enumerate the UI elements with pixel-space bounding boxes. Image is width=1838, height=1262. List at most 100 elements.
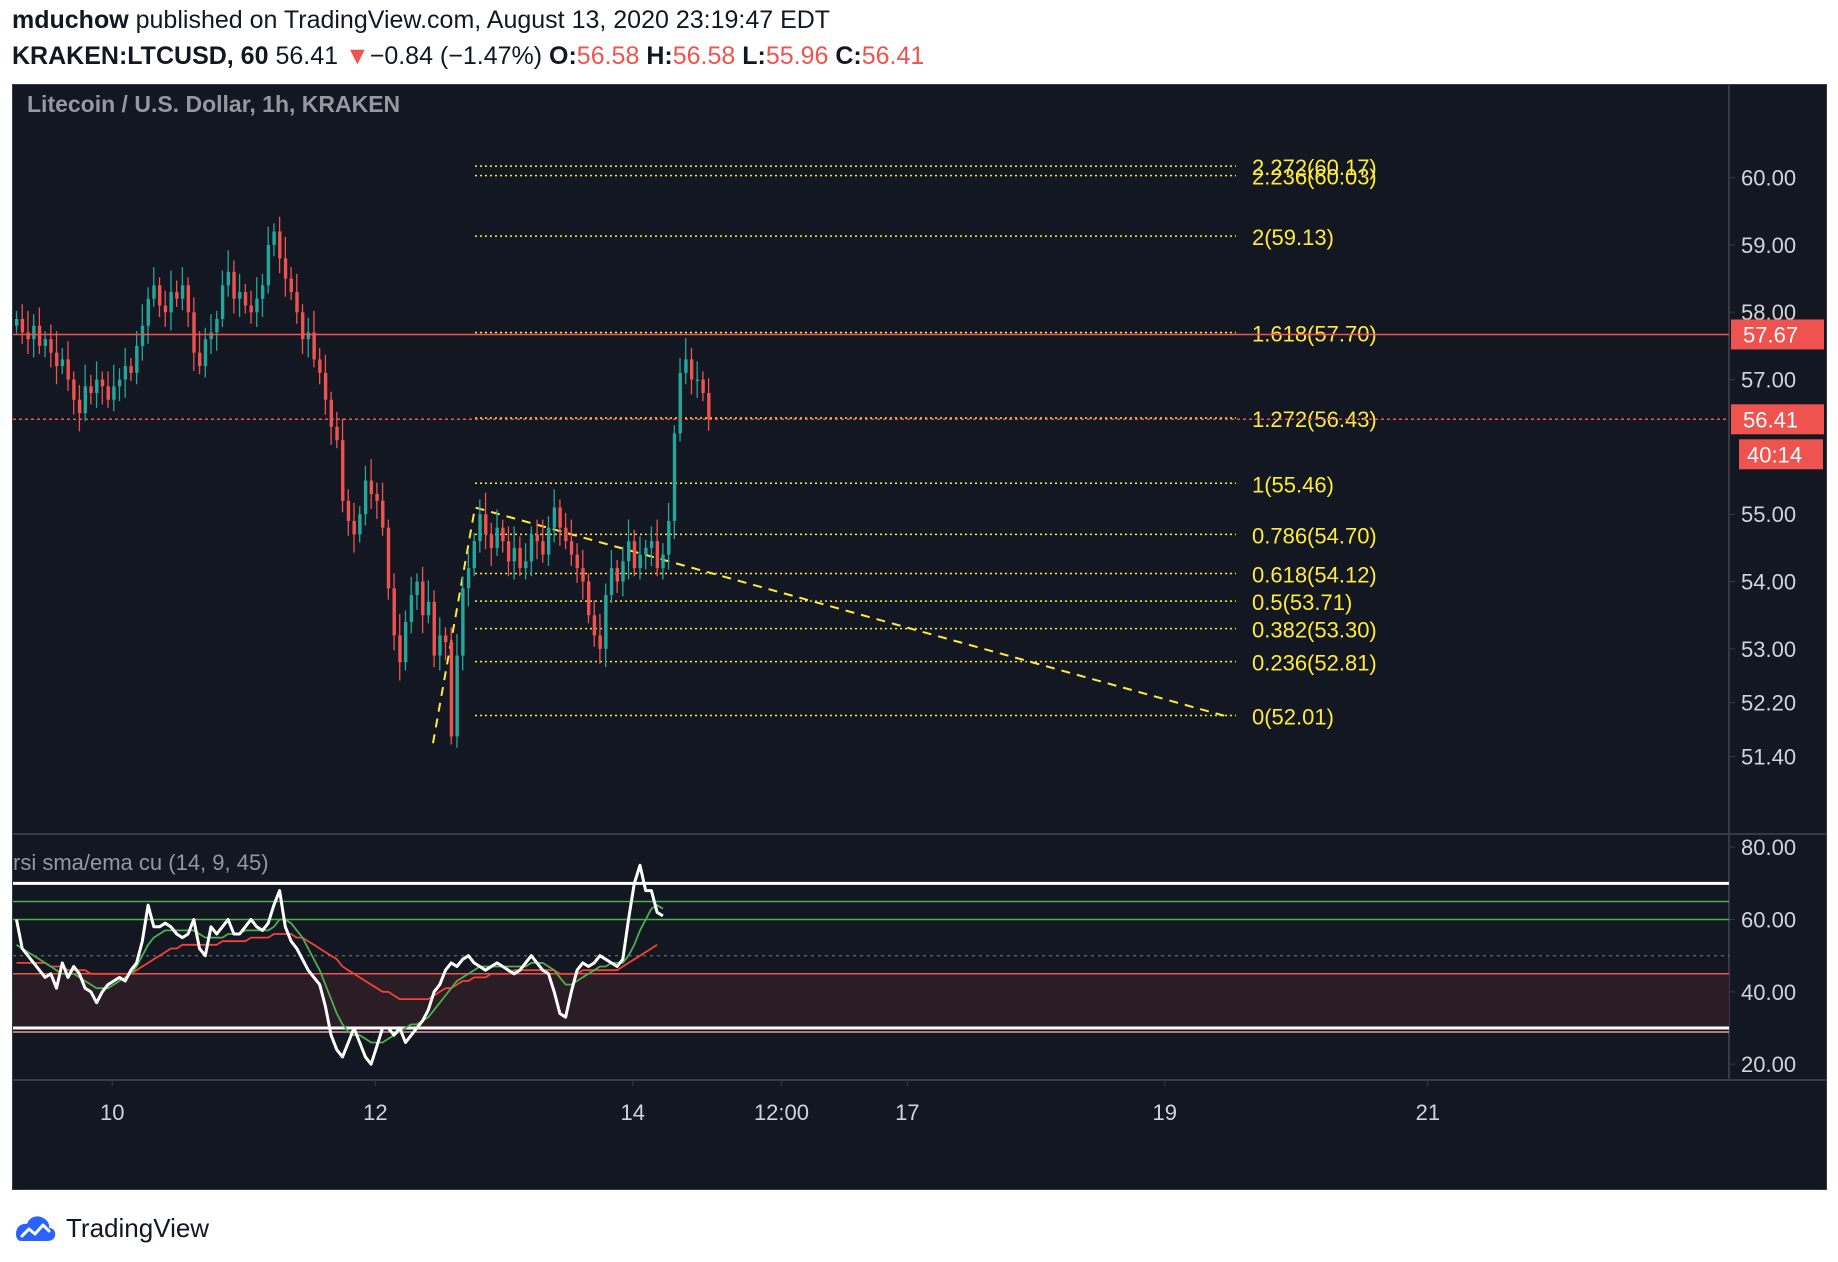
candle-body [341,440,345,501]
rsi-series-rsi [15,863,664,1066]
candle-body [66,359,70,380]
candle-body [615,568,619,582]
candle-body [649,541,654,548]
candle-body [558,507,562,528]
candle-body [701,379,705,394]
candle-body [232,271,236,299]
candle-body [564,527,568,542]
candle-body [455,655,459,737]
candle-body [346,500,351,521]
fib-trend-path [432,506,1227,744]
candle-body [95,379,99,394]
candle-body [209,332,213,340]
price-label-box [1731,404,1824,435]
author-name[interactable]: mduchow [12,6,129,34]
candle-body [592,615,597,636]
last-price: 56.41 [275,42,339,70]
candle-body [478,514,482,542]
fib-level-label: 1(55.46) [1252,472,1334,497]
fib-level-label: 0.382(53.30) [1252,618,1377,643]
down-arrow-icon: ▼ [344,42,370,70]
candle-body [386,527,391,589]
candle-body [363,480,368,515]
candle-body [306,332,311,340]
candle-body [524,561,528,569]
candle-body [627,541,631,562]
candle-body [684,359,688,373]
candle-body [295,292,299,313]
countdown-text: 40:14 [1747,442,1802,467]
candle-body [426,601,431,616]
low-value: 55.96 [765,42,829,70]
rsi-tick-label: 40.00 [1741,980,1796,1005]
candle-body [495,527,499,548]
candle-body [106,386,110,400]
close-value: 56.41 [861,42,925,70]
candle-body [43,339,47,346]
high-value: 56.58 [672,42,736,70]
candle-body [421,581,425,616]
candle-body [415,581,419,596]
publish-info: mduchow published on TradingView.com, Au… [12,6,830,35]
price-tick-label: 51.40 [1741,745,1796,770]
candle-body [100,379,105,387]
candle-body [215,318,219,333]
candle-body [484,514,488,535]
main-pane-title: Litecoin / U.S. Dollar, 1h, KRAKEN [27,91,400,117]
candle-body [60,359,65,367]
fib-level-label: 2.272(60.17) [1252,155,1377,180]
candle-body [569,541,574,555]
candle-body [644,547,648,555]
candle-body [117,379,122,387]
price-tick-label: 57.00 [1741,368,1796,393]
candle-body [444,635,448,643]
candle-body [678,372,682,434]
candle-body [312,332,316,360]
chart-canvas[interactable]: Litecoin / U.S. Dollar, 1h, KRAKEN 60.00 5… [13,85,1826,1189]
fib-level-label: 0.618(54.12) [1252,562,1377,587]
rsi-pane-title: rsi sma/ema cu (14, 9, 45) [13,850,269,875]
candle-body [581,568,585,582]
candle-body [72,379,76,400]
candle-body [186,285,190,313]
candle-body [123,366,128,380]
time-tick-label: 17 [895,1100,919,1125]
rsi-series-ema [16,933,658,1000]
candle-body [403,621,408,663]
candle-body [461,588,465,656]
fib-level-label: 2(59.13) [1252,225,1334,250]
open-value: 56.58 [576,42,640,70]
candle-body [661,554,665,569]
symbol-line: KRAKEN:LTCUSD, 60 56.41 ▼−0.84 (−1.47%) … [12,42,924,71]
candle-body [163,305,168,313]
chart-frame[interactable]: Litecoin / U.S. Dollar, 1h, KRAKEN 60.00 5… [12,84,1827,1190]
candle-body [255,298,259,313]
candle-body [135,345,139,373]
candle-body [335,426,339,441]
low-label: L: [742,42,766,70]
candle-body [689,359,694,380]
candle-body [203,339,208,367]
candle-body [398,635,402,663]
candle-body [169,292,173,313]
candle-body [621,561,625,582]
candle-body [552,507,557,528]
candle-body [83,386,88,414]
candle-body [272,231,276,245]
candle-body [695,379,700,382]
brand-name[interactable]: TradingView [66,1212,210,1243]
candle-body [49,339,53,353]
price-label-text: 57.67 [1743,322,1798,347]
fib-level-label: 0.236(52.81) [1252,651,1377,676]
candle-body [707,393,711,420]
price-label-text: 56.41 [1743,407,1798,432]
tradingview-logo-icon[interactable] [12,1212,58,1244]
time-tick-label: 12:00 [754,1100,809,1125]
candle-body [392,588,396,636]
fib-level-label: 0.5(53.71) [1252,590,1352,615]
candle-body [278,231,282,259]
publish-text: published on TradingView.com, August 13,… [135,6,831,34]
rsi-oversold-fill [13,973,1729,1028]
candle-body [512,547,517,562]
candle-body [192,312,196,353]
